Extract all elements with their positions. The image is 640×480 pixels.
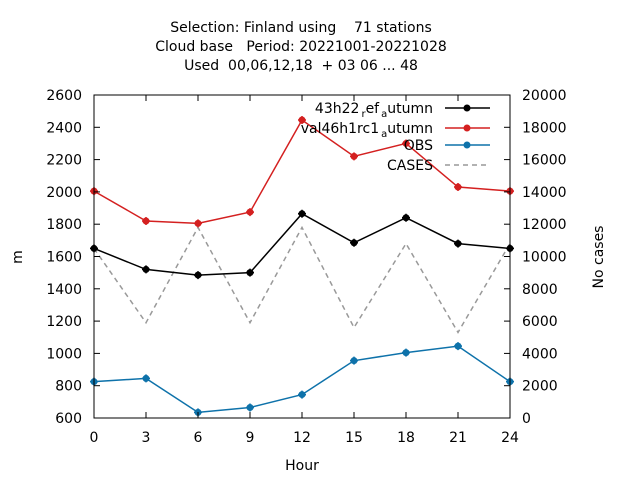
x-tick-label: 15: [345, 430, 363, 446]
x-tick-label: 18: [397, 430, 415, 446]
x-tick-label: 9: [246, 430, 255, 446]
y2-tick-label: 12000: [522, 217, 567, 233]
y2-axis-label: No cases: [591, 226, 607, 289]
x-axis-ticks: 0 3 6 9 12 15 18 21 24: [90, 95, 519, 446]
y2-tick-label: 2000: [522, 379, 558, 395]
data-point-marker: [142, 265, 150, 274]
legend-marker: [463, 124, 471, 132]
legend-label-subscript: a: [381, 129, 387, 140]
data-point-marker: [142, 216, 150, 225]
data-point-marker: [142, 374, 150, 383]
legend-label-main: 43h22: [315, 101, 360, 117]
x-tick-label: 3: [142, 430, 151, 446]
y2-tick-label: 8000: [522, 282, 558, 298]
data-point-marker: [454, 239, 462, 248]
y-axis-label: m: [10, 250, 26, 264]
y-tick-label: 2600: [46, 88, 82, 104]
legend-label-main: OBS: [404, 138, 433, 154]
y-tick-label: 2000: [46, 185, 82, 201]
y2-tick-label: 6000: [522, 314, 558, 330]
y-tick-label: 1800: [46, 217, 82, 233]
y2-tick-label: 10000: [522, 250, 567, 266]
legend-label: val46h1rc1 autumn: [301, 121, 433, 140]
data-point-marker: [298, 116, 306, 125]
series-line-43h22: [93, 212, 511, 276]
plot-frame: [93, 94, 511, 419]
y2-tick-label: 18000: [522, 120, 567, 136]
data-point-marker: [350, 238, 358, 247]
legend-label-main: val46h1rc1: [301, 121, 379, 137]
data-point-marker: [246, 208, 254, 217]
legend-item: 43h22 ref autumn: [315, 101, 490, 120]
data-point-marker: [454, 183, 462, 192]
data-point-marker: [298, 390, 306, 399]
data-point-marker: [402, 139, 410, 148]
legend-label: CASES: [387, 158, 433, 174]
legend-label-part: utumn: [387, 101, 433, 117]
data-point-marker: [402, 213, 410, 222]
x-tick-label: 21: [449, 430, 467, 446]
x-tick-label: 6: [194, 430, 203, 446]
data-point-marker: [194, 271, 202, 280]
legend-label-subscript: r: [361, 109, 366, 120]
y-tick-label: 2200: [46, 153, 82, 169]
y-tick-label: 800: [55, 379, 82, 395]
legend-label-subscript: a: [381, 109, 387, 120]
data-point-marker: [246, 403, 254, 412]
data-point-marker: [350, 152, 358, 161]
y2-tick-label: 14000: [522, 185, 567, 201]
y-tick-label: 1400: [46, 282, 82, 298]
chart-title: Selection: Finland using 71 stations Clou…: [155, 20, 447, 74]
legend-label: OBS: [404, 138, 433, 154]
data-point-marker: [350, 356, 358, 365]
legend-label-part: ef: [366, 101, 381, 117]
data-point-marker: [454, 342, 462, 351]
data-point-marker: [402, 348, 410, 357]
legend-marker: [463, 104, 471, 112]
title-line: Used 00,06,12,18 + 03 06 ... 48: [184, 58, 418, 74]
y-tick-label: 600: [55, 411, 82, 427]
y2-tick-label: 20000: [522, 88, 567, 104]
y2-tick-label: 4000: [522, 346, 558, 362]
legend-marker: [463, 141, 471, 149]
x-axis-label: Hour: [285, 458, 319, 474]
series-line-cases: [93, 225, 511, 334]
data-point-marker: [298, 209, 306, 218]
title-line: Cloud base Period: 20221001-20221028: [155, 39, 447, 55]
x-tick-label: 24: [501, 430, 519, 446]
data-point-marker: [246, 268, 254, 277]
x-tick-label: 12: [293, 430, 311, 446]
legend-label: 43h22 ref autumn: [315, 101, 433, 120]
series-lines: [90, 116, 514, 417]
legend-item: OBS: [404, 138, 490, 154]
legend-label-main: CASES: [387, 158, 433, 174]
y-tick-label: 1600: [46, 250, 82, 266]
y-tick-label: 2400: [46, 120, 82, 136]
data-point-marker: [194, 219, 202, 228]
x-tick-label: 0: [90, 430, 99, 446]
series-line-obs: [93, 345, 511, 414]
y-axis-ticks: 600 800 1000 1200 1400 1600 1800 2000 2200 2400 26…: [46, 88, 100, 427]
y2-tick-label: 0: [522, 411, 531, 427]
y2-tick-label: 16000: [522, 153, 567, 169]
y2-axis-ticks: 0 2000 4000 6000 8000 10000 12000 14000 16000 180…: [504, 88, 567, 427]
legend-label-part: utumn: [387, 121, 433, 137]
y-tick-label: 1200: [46, 314, 82, 330]
y-tick-label: 1000: [46, 346, 82, 362]
title-line: Selection: Finland using 71 stations: [170, 20, 432, 36]
legend-item: val46h1rc1 autumn: [301, 121, 490, 140]
legend-item: CASES: [387, 158, 490, 174]
